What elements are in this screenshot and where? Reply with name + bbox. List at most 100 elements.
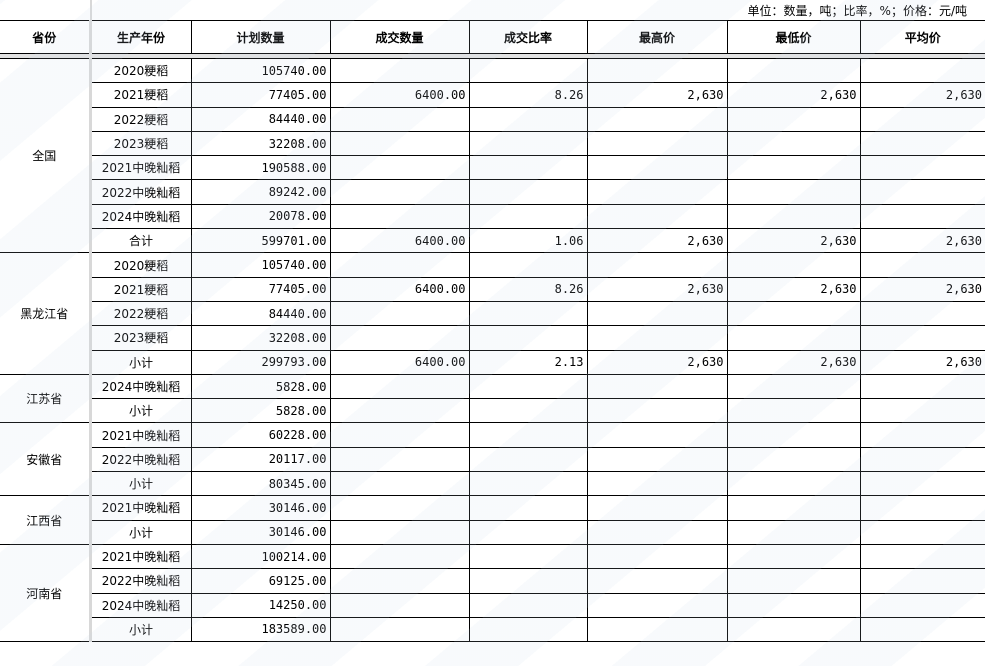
year-cell: 2021中晚籼稻 — [89, 155, 192, 181]
avg-price-cell — [859, 592, 985, 618]
deal-ratio-cell — [468, 422, 588, 448]
deal-ratio-cell — [468, 519, 588, 545]
deal-qty-cell — [329, 106, 470, 132]
planned-qty-cell: 77405.00 — [190, 82, 331, 108]
table-row: 2021粳稻 77405.00 6400.00 8.26 2,630 2,630 2,630 — [0, 82, 985, 108]
table-body: 全国 2020粳稻 105740.00 2021粳稻 77405.00 6400.00 8.… — [0, 57, 985, 643]
planned-qty-cell: 84440.00 — [190, 106, 331, 132]
table-row: 小计 5828.00 — [0, 398, 985, 424]
deal-qty-cell — [329, 252, 470, 278]
year-cell: 2024中晚籼稻 — [89, 592, 192, 618]
min-price-cell — [726, 616, 861, 643]
table-row: 2021粳稻 77405.00 6400.00 8.26 2,630 2,630 2,630 — [0, 276, 985, 302]
max-price-cell — [586, 446, 728, 473]
year-cell: 2023粳稻 — [89, 325, 192, 351]
planned-qty-cell: 20078.00 — [190, 203, 331, 230]
frozen-row-divider — [0, 53, 985, 59]
min-price-cell — [726, 446, 861, 473]
planned-qty-cell: 183589.00 — [190, 616, 331, 643]
avg-price-cell — [859, 422, 985, 448]
table-row: 江西省 2021中晚籼稻 30146.00 — [0, 495, 985, 545]
table-row: 2022粳稻 84440.00 — [0, 300, 985, 327]
min-price-cell — [726, 130, 861, 157]
min-price-cell — [726, 543, 861, 570]
deal-qty-cell — [329, 300, 470, 327]
deal-qty-cell — [329, 616, 470, 643]
deal-qty-cell — [329, 519, 470, 545]
planned-qty-cell: 32208.00 — [190, 325, 331, 351]
deal-ratio-cell — [468, 106, 588, 132]
deal-ratio-cell — [468, 57, 588, 84]
table-row: 黑龙江省 2020粳稻 105740.00 — [0, 252, 985, 375]
min-price-cell — [726, 373, 861, 400]
max-price-cell — [586, 471, 728, 497]
header-year: 生产年份 — [89, 20, 192, 54]
year-cell: 2022中晚籼稻 — [89, 568, 192, 594]
header-row: 省份 生产年份 计划数量 成交数量 成交比率 最高价 最低价 平均价 — [0, 20, 985, 54]
deal-qty-cell — [329, 422, 470, 448]
min-price-cell — [726, 57, 861, 84]
max-price-cell — [586, 252, 728, 278]
table-row: 2024中晚籼稻 14250.00 — [0, 592, 985, 618]
deal-qty-cell: 6400.00 — [329, 276, 470, 302]
planned-qty-cell: 77405.00 — [190, 276, 331, 302]
avg-price-cell — [859, 446, 985, 473]
table-row: 2022中晚籼稻 89242.00 — [0, 179, 985, 205]
year-cell: 2022中晚籼稻 — [89, 179, 192, 205]
deal-qty-cell — [329, 543, 470, 570]
min-price-cell — [726, 471, 861, 497]
deal-qty-cell — [329, 592, 470, 618]
unit-note: 单位：数量，吨；比率，%；价格：元/吨 — [747, 4, 967, 18]
min-price-cell: 2,630 — [726, 228, 861, 254]
table-row: 合计 599701.00 6400.00 1.06 2,630 2,630 2,630 — [0, 228, 985, 254]
deal-ratio-cell — [468, 325, 588, 351]
header-province: 省份 — [0, 20, 92, 54]
deal-ratio-cell — [468, 203, 588, 230]
table-row: 2022中晚籼稻 69125.00 — [0, 568, 985, 594]
table-row: 河南省 2021中晚籼稻 100214.00 — [0, 543, 985, 643]
table-row: 2023粳稻 32208.00 — [0, 325, 985, 351]
min-price-cell: 2,630 — [726, 82, 861, 108]
avg-price-cell — [859, 325, 985, 351]
province-cell: 安徽省 — [0, 422, 92, 497]
avg-price-cell — [859, 568, 985, 594]
planned-qty-cell: 30146.00 — [190, 495, 331, 521]
avg-price-cell — [859, 106, 985, 132]
year-cell: 2022粳稻 — [89, 300, 192, 327]
year-cell: 2020粳稻 — [89, 57, 192, 84]
max-price-cell — [586, 495, 728, 521]
province-cell: 江苏省 — [0, 373, 92, 424]
deal-ratio-cell — [468, 252, 588, 278]
deal-ratio-cell — [468, 446, 588, 473]
avg-price-cell — [859, 519, 985, 545]
deal-qty-cell: 6400.00 — [329, 228, 470, 254]
min-price-cell — [726, 106, 861, 132]
year-cell: 2021中晚籼稻 — [89, 422, 192, 448]
table-row: 小计 80345.00 — [0, 471, 985, 497]
planned-qty-cell: 14250.00 — [190, 592, 331, 618]
header-deal-ratio: 成交比率 — [468, 20, 588, 54]
max-price-cell: 2,630 — [586, 276, 728, 302]
year-cell: 合计 — [89, 228, 192, 254]
avg-price-cell — [859, 398, 985, 424]
deal-qty-cell — [329, 495, 470, 521]
avg-price-cell: 2,630 — [859, 276, 985, 302]
year-cell: 小计 — [89, 616, 192, 643]
deal-qty-cell — [329, 568, 470, 594]
planned-qty-cell: 84440.00 — [190, 300, 331, 327]
max-price-cell — [586, 422, 728, 448]
deal-ratio-cell: 1.06 — [468, 228, 588, 254]
deal-ratio-cell — [468, 592, 588, 618]
deal-qty-cell — [329, 130, 470, 157]
table-row: 小计 299793.00 6400.00 2.13 2,630 2,630 2,630 — [0, 349, 985, 375]
planned-qty-cell: 60228.00 — [190, 422, 331, 448]
deal-qty-cell: 6400.00 — [329, 349, 470, 375]
year-cell: 小计 — [89, 471, 192, 497]
min-price-cell — [726, 422, 861, 448]
max-price-cell — [586, 300, 728, 327]
max-price-cell — [586, 106, 728, 132]
header-deal-qty: 成交数量 — [329, 20, 470, 54]
deal-qty-cell — [329, 155, 470, 181]
header-planned-qty: 计划数量 — [190, 20, 331, 54]
min-price-cell — [726, 203, 861, 230]
